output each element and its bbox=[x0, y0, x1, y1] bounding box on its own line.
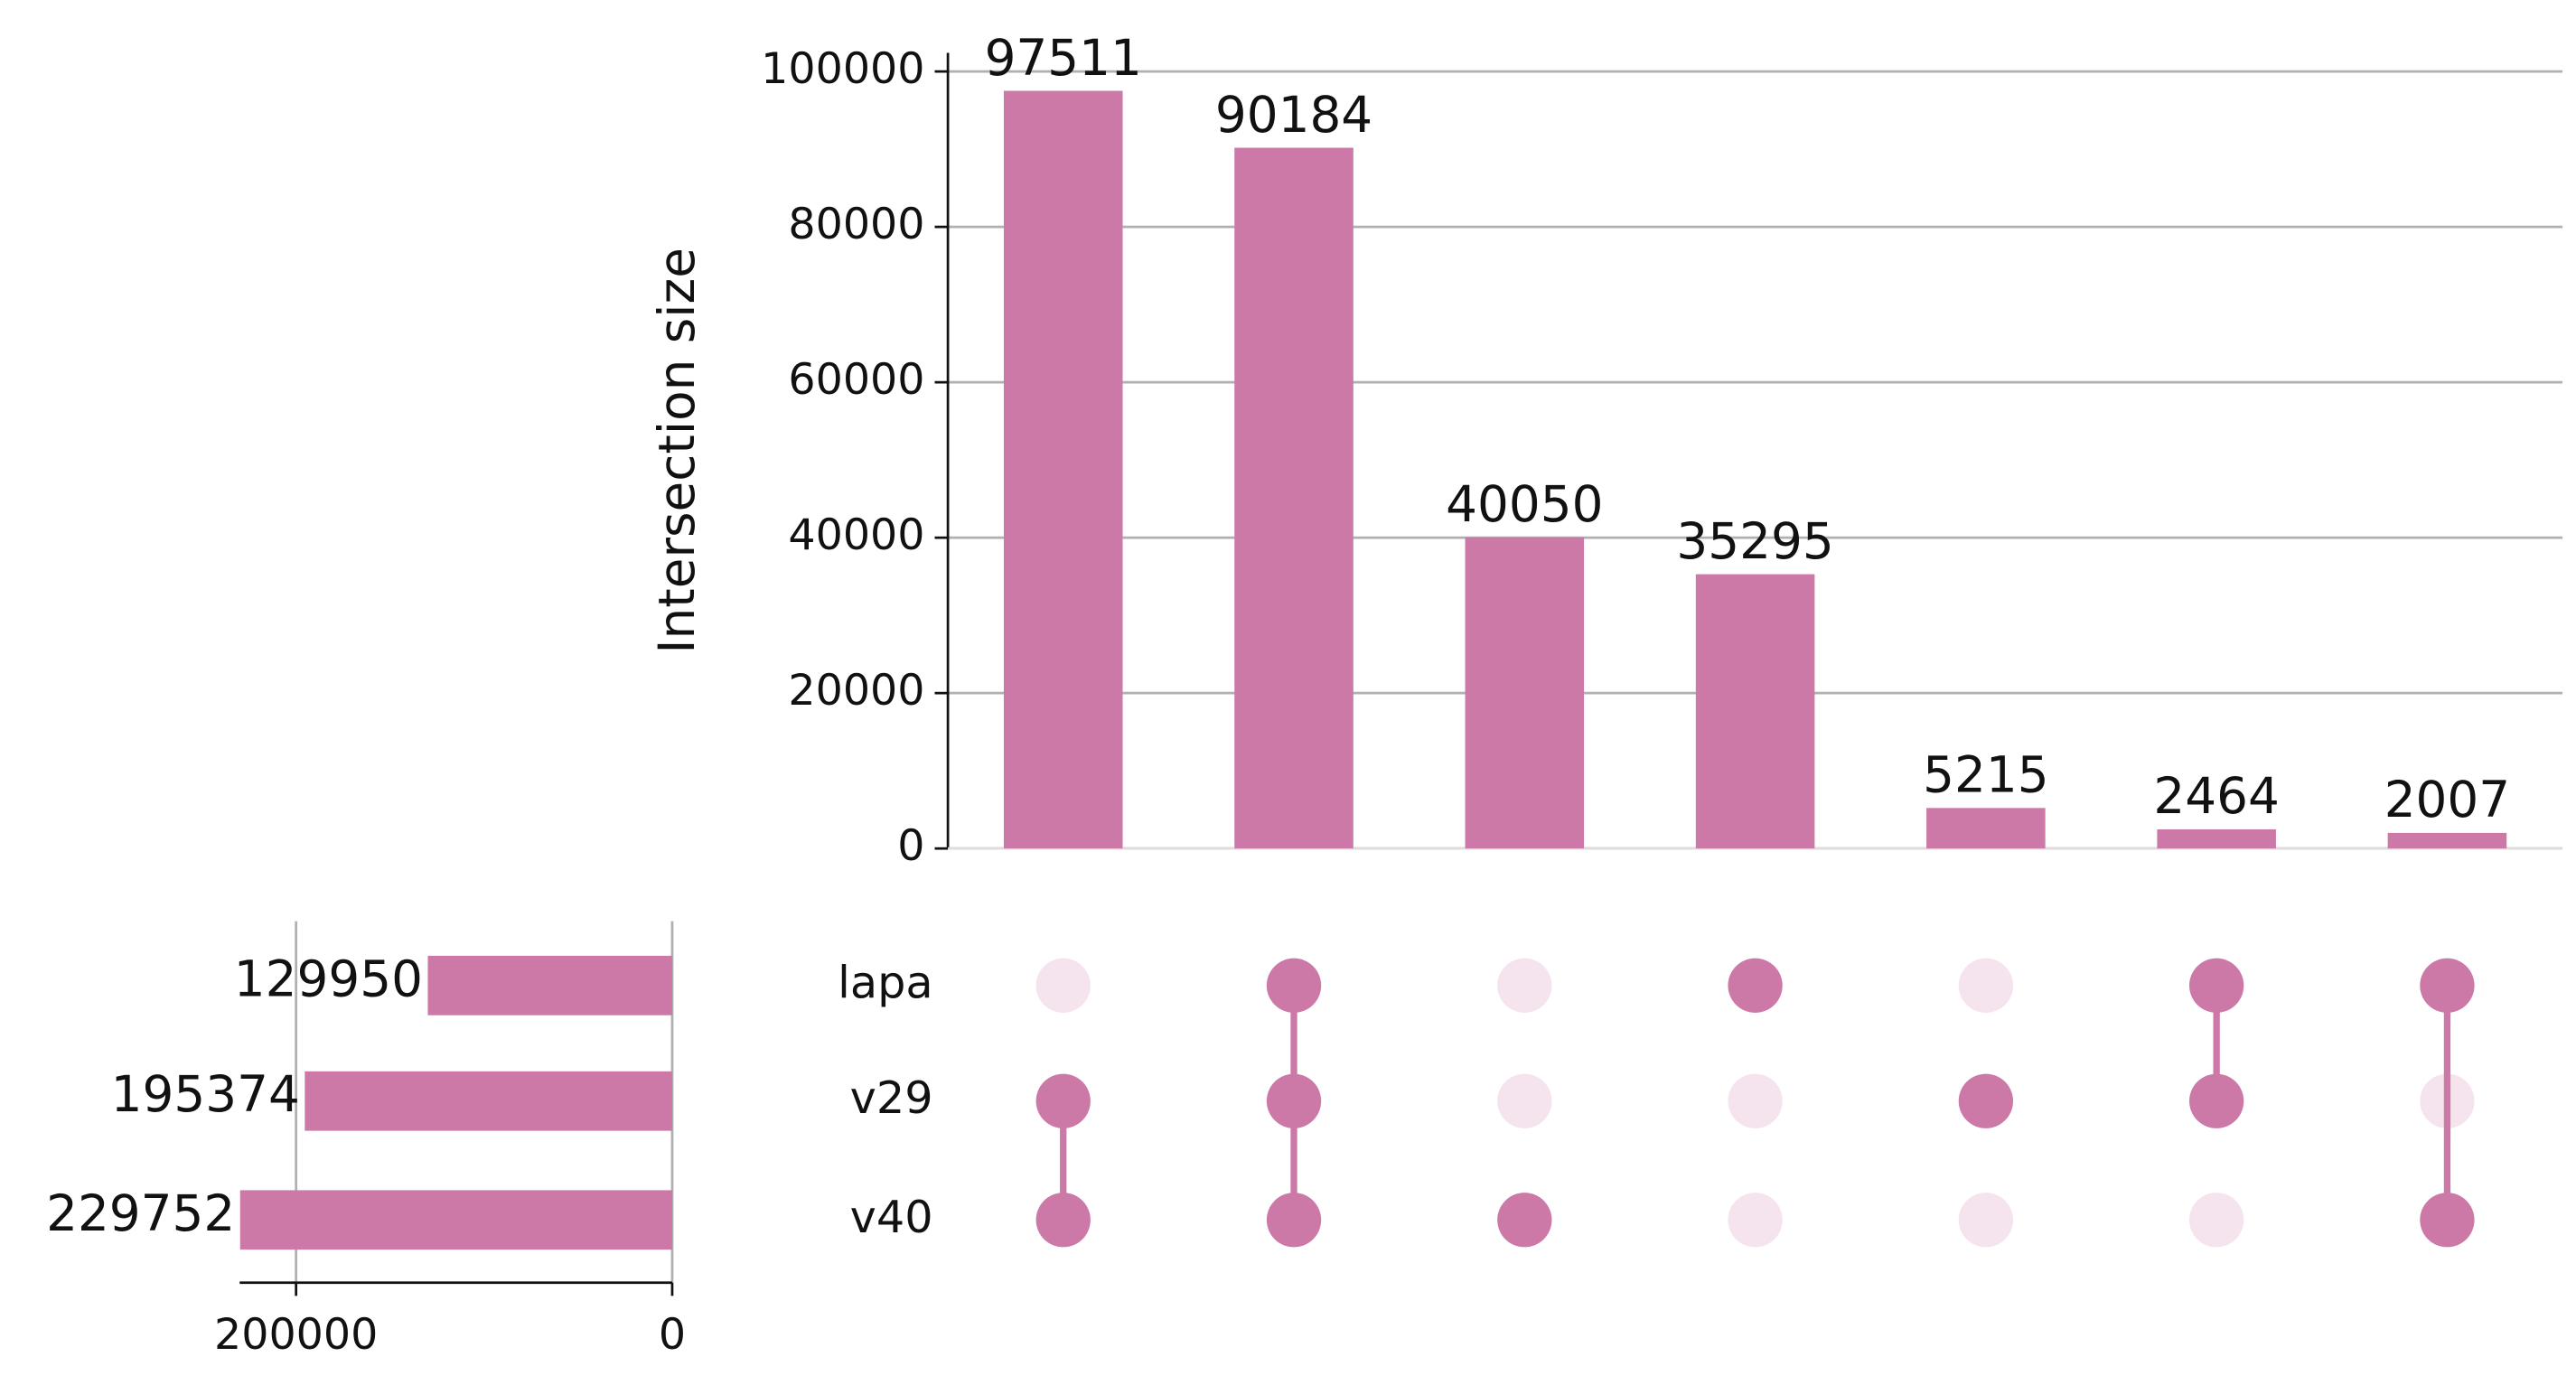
matrix-dot bbox=[1728, 958, 1783, 1013]
set-size-label: 129950 bbox=[234, 950, 423, 1007]
matrix-dot bbox=[1035, 1073, 1091, 1128]
bar bbox=[2387, 832, 2507, 849]
bar bbox=[2157, 828, 2276, 849]
set-size-label: 229752 bbox=[46, 1184, 235, 1242]
matrix-dot bbox=[2420, 958, 2475, 1013]
matrix-dot-inactive bbox=[1728, 1193, 1783, 1248]
set-size-label: 195374 bbox=[111, 1065, 300, 1123]
value-label: 97511 bbox=[985, 29, 1142, 87]
x-tick-label: 200000 bbox=[214, 1310, 378, 1360]
matrix-dot bbox=[2189, 958, 2244, 1013]
y-tick-label: 80000 bbox=[788, 200, 924, 249]
value-label: 90184 bbox=[1215, 86, 1372, 144]
matrix-dot bbox=[1266, 1193, 1322, 1248]
bar bbox=[1465, 537, 1585, 849]
matrix-dot bbox=[1035, 1193, 1091, 1248]
bar bbox=[1695, 574, 1815, 849]
set-label: lapa bbox=[838, 956, 932, 1008]
matrix-dot-inactive bbox=[1035, 958, 1091, 1013]
matrix-dot bbox=[1266, 1073, 1322, 1128]
matrix-dot-inactive bbox=[1497, 1073, 1552, 1128]
bar bbox=[1234, 147, 1354, 849]
y-tick-label: 0 bbox=[897, 821, 924, 871]
matrix-dot-inactive bbox=[1728, 1073, 1783, 1128]
matrix-dot bbox=[2420, 1193, 2475, 1248]
value-label: 2464 bbox=[2153, 767, 2279, 825]
set-size-bar bbox=[427, 955, 672, 1015]
bar bbox=[1926, 808, 2046, 849]
value-label: 35295 bbox=[1676, 512, 1833, 570]
set-label: v40 bbox=[850, 1191, 933, 1243]
matrix-dot bbox=[2189, 1073, 2244, 1128]
set-label: v29 bbox=[850, 1072, 933, 1124]
matrix-dot bbox=[1958, 1073, 2014, 1128]
y-tick-label: 60000 bbox=[788, 355, 924, 405]
x-tick-label: 0 bbox=[659, 1310, 686, 1360]
y-tick-label: 100000 bbox=[761, 44, 924, 94]
matrix-dot-inactive bbox=[1958, 1193, 2014, 1248]
matrix-dot bbox=[1497, 1193, 1552, 1248]
set-size-bar bbox=[239, 1190, 672, 1250]
matrix-dot-inactive bbox=[1958, 958, 2014, 1013]
matrix-dot bbox=[1266, 958, 1322, 1013]
y-tick-label: 40000 bbox=[788, 510, 924, 560]
value-label: 2007 bbox=[2384, 771, 2510, 828]
y-tick-label: 20000 bbox=[788, 666, 924, 716]
value-label: 5215 bbox=[1923, 746, 2048, 804]
y-axis-label: Intersection size bbox=[648, 248, 706, 654]
matrix-dot-inactive bbox=[2189, 1193, 2244, 1248]
bar bbox=[1003, 90, 1123, 849]
value-label: 40050 bbox=[1446, 475, 1603, 533]
set-size-bar bbox=[304, 1071, 672, 1131]
matrix-dot-inactive bbox=[1497, 958, 1552, 1013]
